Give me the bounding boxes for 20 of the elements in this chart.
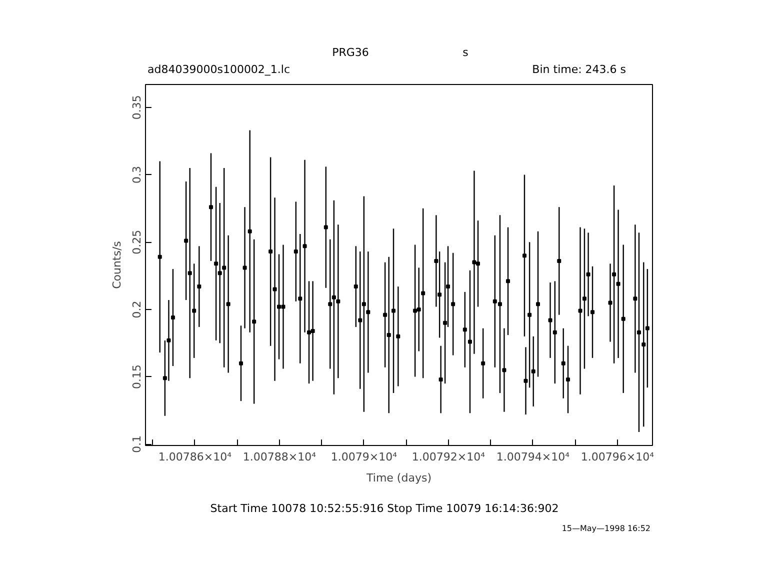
y-tick-label: 0.35	[130, 95, 144, 120]
chart-title: PRG36	[332, 46, 369, 59]
text: s	[462, 46, 469, 59]
y-tick-label: 0.1	[130, 435, 144, 453]
y-tick-label: 0.15	[130, 364, 144, 390]
text: 15—May—1998 16:52	[562, 524, 651, 533]
y-axis-title: Counts/s	[110, 240, 124, 289]
x-tick-label: 1.00792×10⁴	[412, 450, 486, 464]
y-tick-label: 0.3	[130, 166, 144, 184]
x-tick-label: 1.00788×10⁴	[242, 450, 317, 464]
x-tick-label: 1.00786×10⁴	[158, 450, 232, 464]
chart-subtitle: ad84039000s100002_1.lc	[148, 63, 290, 76]
x-axis-title: Time (days)	[366, 472, 432, 484]
y-tick-label: 0.25	[130, 230, 144, 254]
x-tick-label: 1.0079×10⁴	[330, 450, 398, 464]
x-tick-label: 1.00794×10⁴	[496, 450, 570, 464]
y-tick-label: 0.2	[130, 300, 144, 318]
text: Bin time: 243.6 s	[532, 63, 626, 76]
text: Start Time 10078 10:52:55:916 Stop Time 10079 16:14:36:902	[210, 502, 559, 515]
x-tick-label: 1.00796×10⁴	[580, 450, 655, 464]
